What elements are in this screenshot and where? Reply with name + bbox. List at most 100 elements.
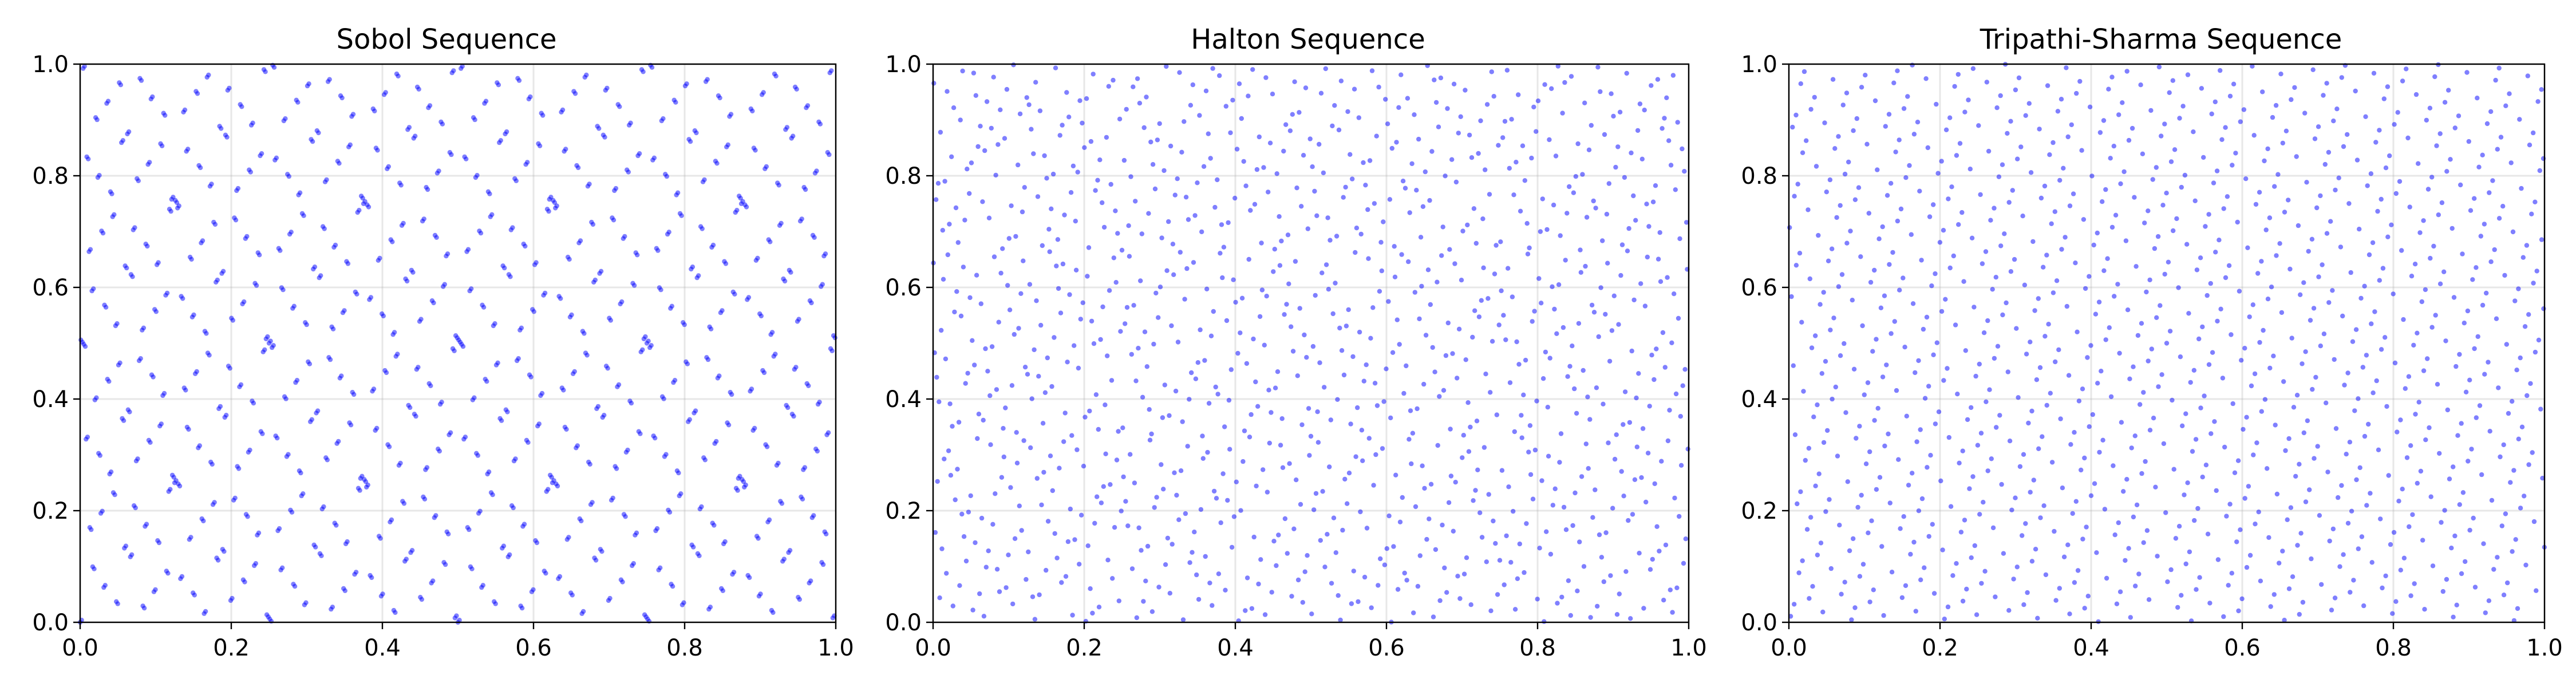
data-point (2183, 411, 2188, 416)
data-point (1195, 360, 1200, 365)
data-point (2245, 245, 2250, 250)
data-point (392, 330, 397, 335)
data-point (1123, 321, 1128, 326)
data-point (2072, 430, 2077, 435)
data-point (2404, 455, 2410, 460)
data-point (2339, 483, 2344, 488)
data-point (2171, 467, 2176, 472)
data-point (451, 68, 456, 73)
data-point (1828, 566, 1834, 571)
data-point (233, 218, 239, 223)
data-point (2044, 402, 2049, 408)
data-point (2436, 212, 2441, 218)
data-point (2324, 231, 2330, 236)
data-point (2050, 290, 2056, 295)
data-point (938, 129, 943, 135)
data-point (1568, 613, 1573, 618)
data-point (584, 353, 590, 358)
data-point (1844, 240, 1850, 246)
data-point (2214, 168, 2220, 173)
data-point (2059, 97, 2064, 102)
data-point (796, 317, 801, 322)
data-point (2235, 219, 2240, 225)
data-point (2333, 187, 2338, 193)
data-point (1874, 487, 1879, 492)
data-point (1284, 302, 1289, 307)
data-point (1406, 437, 1412, 442)
x-tick-label: 0.4 (1217, 635, 1254, 661)
data-point (2427, 425, 2432, 431)
data-point (1531, 104, 1536, 110)
data-point (1336, 127, 1342, 133)
data-point (2138, 82, 2143, 88)
data-point (1301, 153, 1306, 158)
data-point (1798, 489, 1803, 495)
data-point (1544, 529, 1549, 534)
data-point (248, 169, 253, 175)
data-point (1543, 349, 1548, 355)
data-point (1111, 255, 1117, 260)
data-point (257, 252, 262, 258)
data-point (1663, 542, 1669, 548)
x-tick-label: 0.0 (62, 635, 98, 661)
data-point (2028, 170, 2034, 175)
data-point (1239, 116, 1244, 121)
data-point (88, 247, 93, 252)
data-point (1030, 594, 1036, 599)
data-point (452, 348, 457, 353)
data-point (489, 212, 495, 217)
data-point (1897, 287, 1902, 293)
data-point (210, 461, 215, 467)
data-point (628, 120, 633, 125)
data-point (1335, 397, 1340, 402)
data-point (1222, 424, 1227, 429)
data-point (422, 496, 428, 502)
data-point (1570, 523, 1575, 528)
data-point (1381, 399, 1386, 404)
data-point (2179, 184, 2184, 190)
data-point (2013, 495, 2018, 500)
data-point (2221, 206, 2226, 211)
data-point (2239, 596, 2245, 602)
data-point (542, 290, 548, 296)
data-point (2067, 203, 2073, 208)
data-point (1192, 213, 1198, 218)
data-point (1558, 233, 1563, 238)
data-point (1536, 276, 1542, 281)
data-point (1471, 206, 1477, 211)
data-point (2467, 527, 2472, 533)
data-point (2212, 419, 2217, 424)
data-point (2385, 84, 2391, 89)
data-point (132, 225, 137, 230)
data-point (2502, 273, 2507, 278)
data-point (238, 382, 244, 388)
data-point (1850, 298, 1855, 303)
data-point (1951, 253, 1956, 259)
data-point (2336, 495, 2341, 500)
data-point (1901, 106, 1907, 111)
data-point (2043, 572, 2049, 578)
data-point (445, 251, 451, 256)
data-point (508, 274, 513, 279)
data-point (1852, 605, 1858, 610)
data-point (582, 331, 587, 336)
data-point (1240, 459, 1246, 464)
data-point (1151, 341, 1156, 347)
data-point (1986, 148, 1992, 154)
data-point (2134, 502, 2140, 508)
data-point (1366, 256, 1371, 261)
data-point (1255, 404, 1261, 409)
data-point (2038, 195, 2044, 201)
data-point (1507, 380, 1513, 385)
data-point (1368, 335, 1373, 341)
data-point (685, 361, 690, 366)
data-point (150, 94, 155, 100)
data-point (570, 593, 575, 598)
data-point (676, 470, 681, 476)
data-point (688, 139, 693, 144)
data-point (575, 443, 580, 448)
data-point (1309, 611, 1314, 617)
data-point (1652, 481, 1657, 487)
data-point (1266, 388, 1271, 393)
data-point (271, 65, 277, 70)
